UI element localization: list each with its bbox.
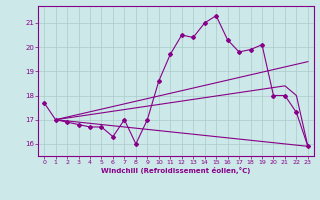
X-axis label: Windchill (Refroidissement éolien,°C): Windchill (Refroidissement éolien,°C): [101, 167, 251, 174]
